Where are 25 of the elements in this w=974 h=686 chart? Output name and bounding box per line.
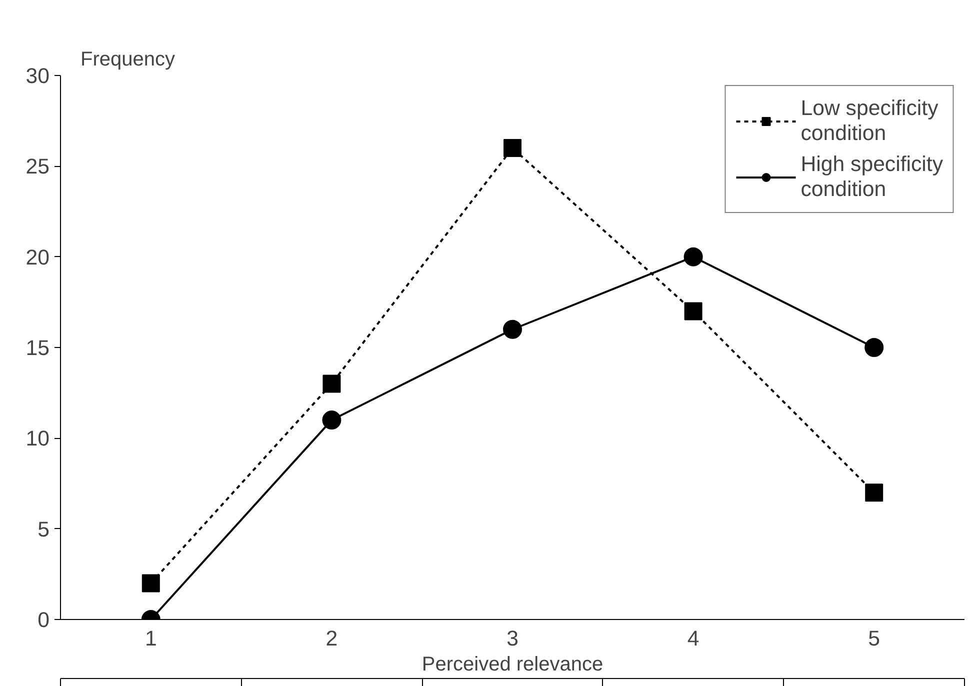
- x-tick-label: 3: [506, 626, 518, 650]
- x-tick-label: 5: [868, 626, 880, 650]
- point: [322, 374, 341, 393]
- y-tick-label: 0: [38, 608, 50, 632]
- y-tick-label: 10: [26, 426, 50, 451]
- y-tick-label: 20: [26, 245, 50, 270]
- point: [684, 302, 702, 320]
- point: [322, 410, 342, 430]
- y-axis-title: Frequency: [80, 48, 175, 70]
- point: [865, 484, 884, 502]
- legend-label: High specificity condition: [800, 152, 943, 202]
- x-tick-label: 2: [326, 626, 338, 650]
- point: [142, 574, 160, 592]
- legend-label: Low specificity condition: [800, 96, 938, 146]
- y-tick-label: 30: [26, 64, 50, 88]
- point: [684, 247, 703, 266]
- point: [503, 320, 522, 339]
- x-tick-label: 1: [144, 626, 157, 650]
- point: [504, 139, 522, 158]
- x-tick-label: 4: [687, 626, 700, 650]
- y-tick-label: 5: [38, 517, 50, 542]
- point: [864, 338, 884, 357]
- x-axis-title: Perceived relevance: [422, 654, 604, 676]
- y-tick-label: 25: [26, 154, 50, 179]
- y-tick-label: 15: [26, 336, 50, 360]
